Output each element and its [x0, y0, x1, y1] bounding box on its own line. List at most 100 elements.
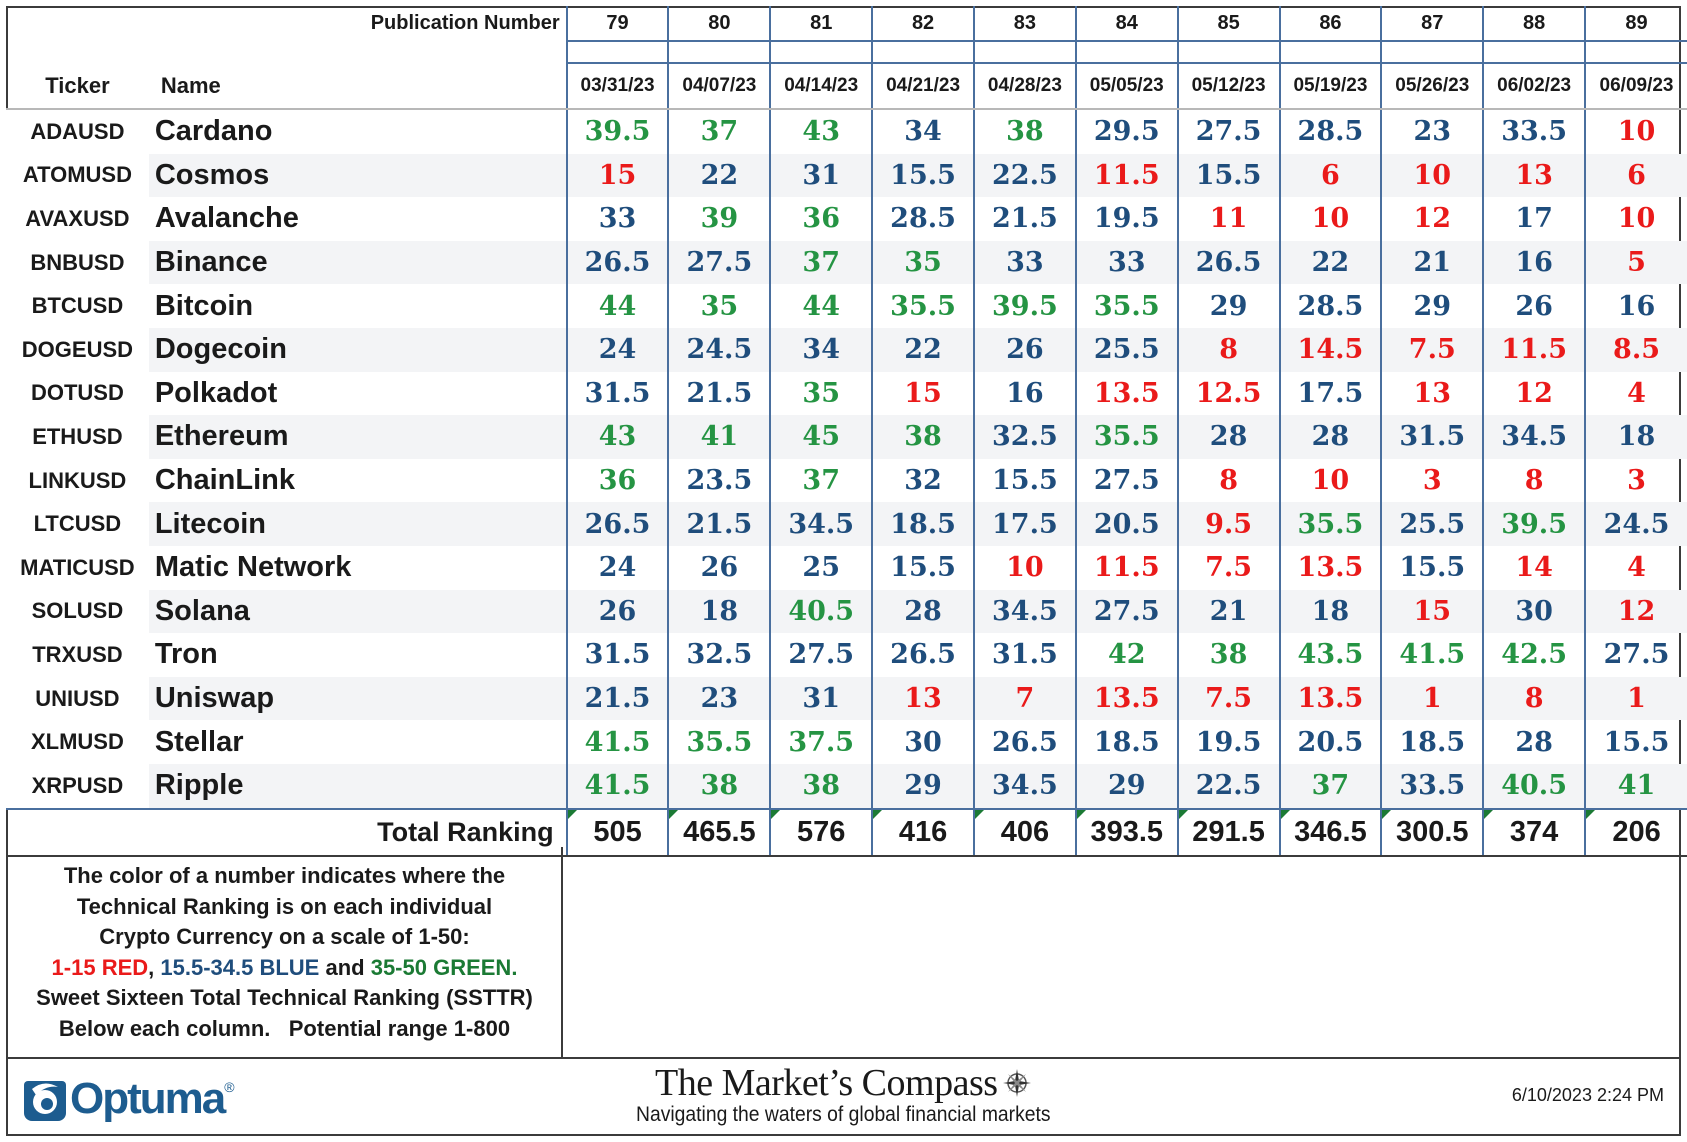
ranking-value-cell: 8: [1482, 458, 1586, 503]
ranking-value-cell: 39.5: [1482, 502, 1586, 546]
header-spacer-cell: [972, 40, 1076, 63]
publication-number-cell: 81: [769, 6, 873, 41]
ranking-value-cell: 21.5: [972, 197, 1076, 241]
ranking-value-cell: 21.5: [667, 502, 771, 546]
note-blue-range: 15.5-34.5 BLUE: [160, 954, 320, 980]
ranking-value-cell: 45: [769, 415, 873, 459]
ranking-value-cell: 9.5: [1176, 502, 1280, 546]
ranking-value-cell: 32: [871, 458, 974, 503]
ranking-value-cell: 37.5: [769, 720, 873, 764]
ranking-value-cell: 33.5: [1482, 109, 1586, 154]
header-spacer-cell: [871, 40, 974, 63]
coin-name-cell: Dogecoin: [148, 327, 567, 372]
ranking-row: TRXUSD Tron 31.5 32.5 27.5 26.5 31.5 42 38 43.5 41…: [6, 633, 1687, 677]
total-ranking-cell: 406: [972, 807, 1076, 857]
coin-name-cell: Solana: [148, 589, 567, 634]
ranking-value-cell: 15.5: [871, 153, 974, 198]
ranking-value-cell: 41: [1584, 763, 1687, 809]
ranking-value-cell: 26: [565, 589, 669, 634]
ranking-value-cell: 15: [871, 371, 974, 416]
coin-name-cell: Ethereum: [148, 415, 567, 459]
ranking-value-cell: 39.5: [565, 109, 669, 154]
market-compass-tagline: Navigating the waters of global financia…: [636, 1103, 1051, 1126]
ranking-value-cell: 24: [565, 327, 669, 372]
ranking-value-cell: 19.5: [1074, 197, 1178, 241]
ranking-value-cell: 16: [1482, 240, 1586, 285]
ranking-value-cell: 29: [1380, 284, 1484, 328]
ranking-value-cell: 21.5: [667, 371, 771, 416]
total-ranking-value: 406: [1000, 815, 1050, 848]
ranking-value-cell: 8: [1176, 327, 1280, 372]
ranking-value-cell: 13: [871, 676, 974, 721]
ranking-value-cell: 8: [1176, 458, 1280, 503]
total-ranking-cell: 300.5: [1380, 807, 1484, 857]
ranking-value-cell: 17.5: [972, 502, 1076, 546]
market-compass-brand: The Market’s Compass Navigating the wate…: [8, 1061, 1679, 1127]
publication-number-cell: 89: [1584, 6, 1687, 41]
total-ranking-value: 505: [593, 815, 642, 848]
ranking-value-cell: 13.5: [1074, 371, 1178, 416]
ranking-row: ETHUSD Ethereum 43 41 45 38 32.5 35.5 28 28 31.5 34…: [6, 415, 1687, 459]
ranking-value-cell: 10: [972, 545, 1076, 590]
total-ranking-cell: 206: [1584, 807, 1687, 857]
generated-timestamp: 6/10/2023 2:24 PM: [1511, 1085, 1664, 1105]
ranking-value-cell: 44: [565, 284, 669, 328]
ranking-value-cell: 35.5: [1074, 284, 1178, 328]
optuma-logo: Optuma ®: [22, 1069, 235, 1129]
ranking-value-cell: 28: [871, 589, 974, 634]
ranking-row: DOTUSD Polkadot 31.5 21.5 35 15 16 13.5 12.5 17.5…: [6, 371, 1687, 416]
coin-name-cell: Ripple: [148, 763, 567, 809]
ranking-value-cell: 13.5: [1074, 676, 1178, 721]
ticker-cell: BNBUSD: [6, 240, 149, 285]
ranking-row: DOGEUSD Dogecoin 24 24.5 34 22 26 25.5 8 14.5 7.5 1…: [6, 327, 1687, 372]
date-header-cell: 04/14/23: [769, 62, 873, 110]
total-cell-corner-marker: [568, 810, 577, 819]
ranking-value-cell: 27.5: [769, 633, 873, 677]
total-cell-corner-marker: [1179, 810, 1188, 819]
ranking-value-cell: 22: [1278, 240, 1382, 285]
publication-number-cell: 80: [667, 6, 771, 41]
note-line-3: Crypto Currency on a scale of 1-50:: [99, 924, 470, 949]
ranking-value-cell: 12.5: [1176, 371, 1280, 416]
ranking-row: LINKUSD ChainLink 36 23.5 37 32 15.5 27.5 8 10 3 8 3: [6, 458, 1687, 503]
total-ranking-value: 374: [1509, 815, 1559, 848]
total-ranking-cell: 393.5: [1074, 807, 1178, 857]
ranking-value-cell: 11.5: [1074, 153, 1178, 198]
ranking-value-cell: 36: [565, 458, 669, 503]
name-column-header: Name: [148, 63, 567, 110]
ranking-value-cell: 4: [1584, 545, 1687, 590]
ranking-value-cell: 29: [1176, 284, 1280, 328]
optuma-registered-mark: ®: [224, 1079, 235, 1095]
ranking-value-cell: 26.5: [565, 502, 669, 546]
ranking-value-cell: 38: [871, 415, 974, 459]
ranking-row: SOLUSD Solana 26 18 40.5 28 34.5 27.5 21 18 15 30 12: [6, 589, 1687, 634]
coin-name-cell: Stellar: [154, 725, 244, 758]
total-cell-corner-marker: [1587, 810, 1596, 819]
ticker-cell: AVAXUSD: [6, 197, 149, 241]
ranking-row: BTCUSD Bitcoin 44 35 44 35.5 39.5 35.5 29 28.5 29 2…: [6, 284, 1687, 328]
ranking-value-cell: 15.5: [1380, 545, 1484, 590]
ranking-value-cell: 33.5: [1380, 763, 1484, 809]
ranking-value-cell: 38: [769, 763, 873, 809]
ranking-value-cell: 43.5: [1278, 633, 1382, 677]
ranking-value-cell: 24.5: [1584, 502, 1687, 546]
total-ranking-cell: 465.5: [667, 807, 771, 857]
total-ranking-row: Total Ranking 505 465.5 576 416 406 393.5 291.…: [6, 807, 1687, 857]
ranking-value-cell: 31: [769, 676, 873, 721]
publication-number-cell: 79: [565, 6, 669, 41]
note-color-scale-line: 1-15 RED, 15.5-34.5 BLUE and 35-50 GREEN…: [8, 953, 561, 984]
header-spacer-cell: [1482, 40, 1586, 63]
ranking-value-cell: 35.5: [1074, 415, 1178, 459]
ranking-value-cell: 28.5: [871, 197, 974, 241]
ranking-value-cell: 42: [1074, 633, 1178, 677]
ranking-value-cell: 24: [565, 545, 669, 590]
publication-number-row: Publication Number 79 80 81 82 83 84 85 86 87 88 8…: [6, 6, 1687, 41]
date-header-cell: 04/07/23: [667, 62, 771, 110]
total-cell-corner-marker: [1077, 810, 1086, 819]
ticker-cell: ADAUSD: [6, 109, 149, 154]
ranking-value-cell: 12: [1482, 371, 1586, 416]
ranking-value-cell: 43: [565, 415, 669, 459]
publication-number-cell: 82: [871, 6, 974, 41]
ranking-value-cell: 28: [1278, 415, 1382, 459]
date-header-cell: 05/12/23: [1176, 62, 1280, 110]
